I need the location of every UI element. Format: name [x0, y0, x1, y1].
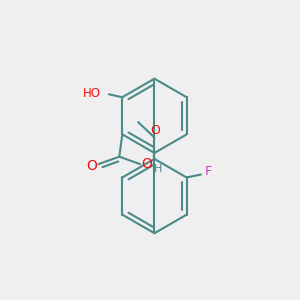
Text: O: O	[150, 124, 160, 137]
Text: HO: HO	[82, 87, 100, 100]
Text: F: F	[205, 165, 212, 178]
Text: O: O	[86, 160, 98, 173]
Text: O: O	[141, 157, 152, 171]
Text: H: H	[154, 164, 163, 175]
